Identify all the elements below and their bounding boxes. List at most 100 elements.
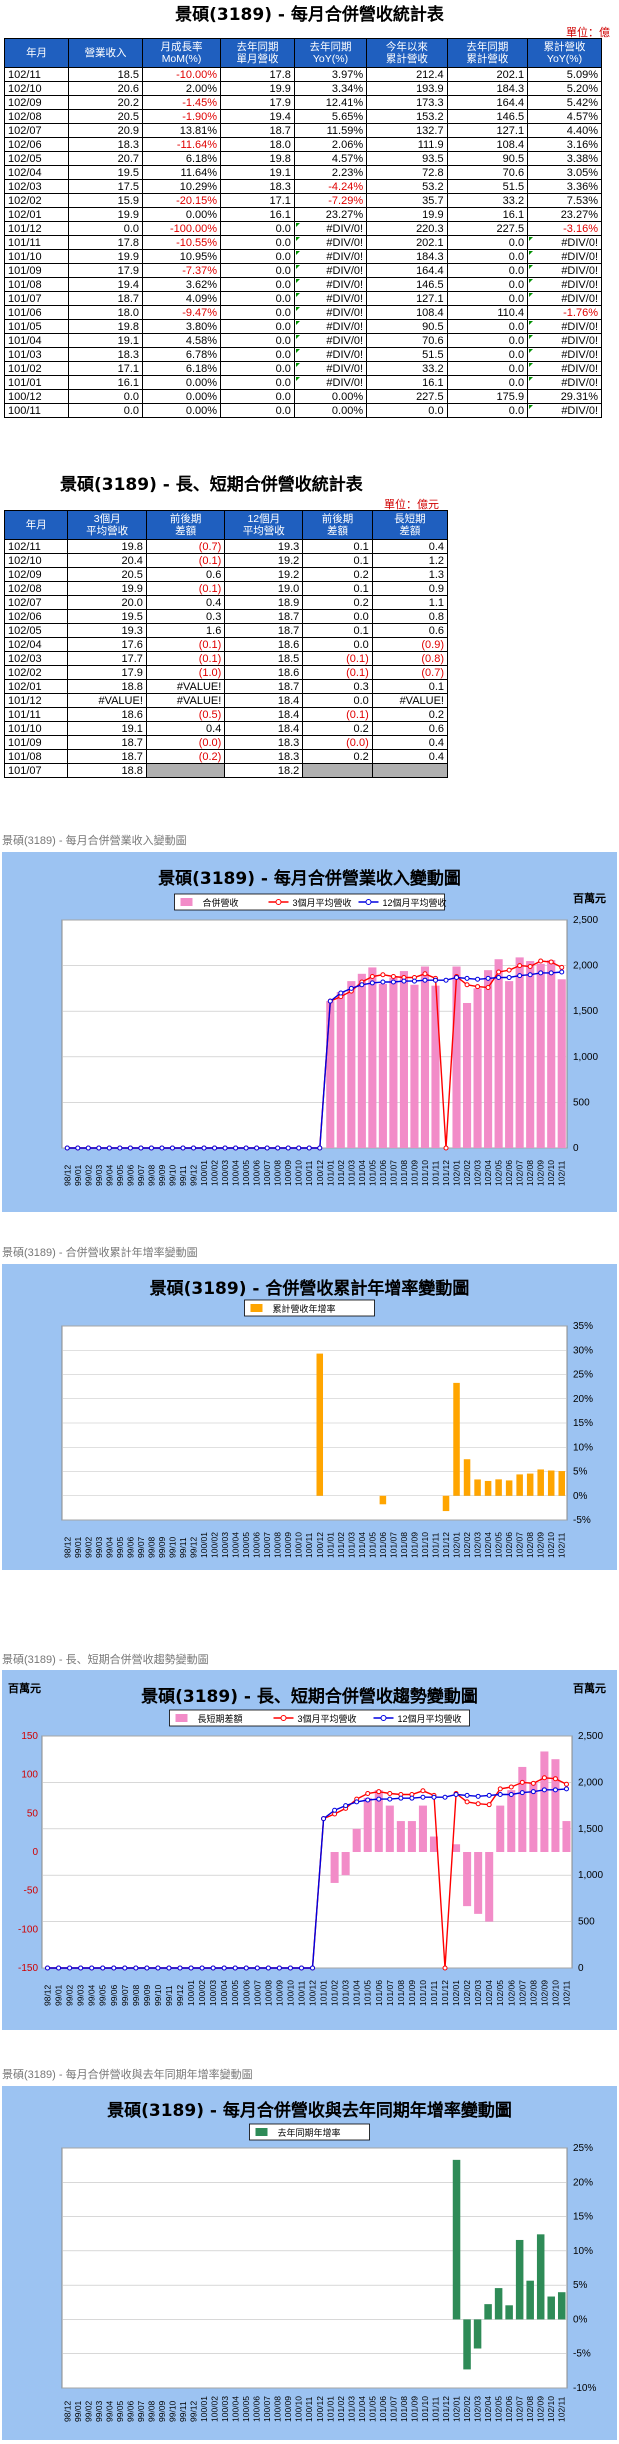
x-tick-label: 101/07	[385, 1980, 395, 2006]
column-header: 營業收入	[68, 38, 143, 68]
x-tick-label: 100/12	[315, 1532, 325, 1558]
table-cell: 0.0	[366, 403, 448, 418]
line-point	[541, 1787, 547, 1793]
yoy-bar	[463, 2319, 471, 2370]
x-tick-label: 102/08	[525, 1532, 535, 1558]
table-cell: 4.57%	[527, 109, 602, 124]
x-tick-label: 99/10	[167, 1536, 177, 1558]
table-cell: (0.1)	[302, 707, 373, 722]
table-cell: 102/01	[3, 207, 70, 222]
line-point	[442, 1965, 448, 1971]
line-point	[496, 969, 502, 975]
table-cell: 19.5	[68, 165, 143, 180]
table-cell: 18.8	[67, 679, 147, 694]
legend-swatch	[275, 899, 282, 905]
table-cell: 29.31%	[527, 389, 602, 404]
table-cell: 0.0	[68, 389, 143, 404]
table-cell: 0.0	[446, 249, 529, 264]
line-point	[454, 974, 460, 980]
table-cell: 173.3	[366, 95, 448, 110]
x-tick-label: 100/05	[230, 1980, 240, 2006]
x-tick-label: 100/05	[241, 1160, 251, 1186]
x-tick-label: 102/06	[506, 1980, 516, 2006]
table-cell: 101/11	[3, 235, 70, 250]
table-cell: 17.9	[67, 665, 147, 680]
table-cell: 4.58%	[141, 333, 222, 348]
x-tick-label: 100/05	[241, 2396, 251, 2422]
table-cell: #DIV/0!	[527, 263, 602, 278]
x-tick-label: 102/09	[536, 2396, 546, 2422]
revenue-bar	[326, 1001, 335, 1148]
table-cell: 18.6	[67, 707, 147, 722]
revenue-bar	[389, 977, 398, 1148]
y-left-tick-label: 100	[21, 1770, 38, 1781]
table-cell: (1.0)	[145, 665, 226, 680]
x-tick-label: 101/02	[330, 1980, 340, 2006]
table-cell: 5.09%	[527, 67, 602, 82]
diff-bar	[452, 1844, 461, 1852]
line-point	[506, 967, 512, 973]
table-cell: 227.5	[366, 389, 448, 404]
line-point	[285, 1145, 291, 1151]
x-tick-label: 99/01	[73, 2400, 83, 2422]
table-cell	[145, 763, 226, 778]
line-point	[464, 982, 470, 988]
yoy-bar	[536, 2234, 545, 2320]
table-row: 102/01 18.8 #VALUE! 18.7 0.3 0.1	[3, 679, 449, 694]
table-cell: 0.4	[145, 721, 226, 736]
table-cell: 102/06	[3, 137, 70, 152]
diff-bar	[529, 1782, 538, 1852]
column-header: 去年同期 單月營收	[220, 38, 295, 68]
table-cell: 2.00%	[141, 81, 222, 96]
table-cell: 102/04	[3, 637, 69, 652]
x-tick-label: 101/11	[429, 1980, 439, 2006]
y-tick-label: 500	[573, 1097, 590, 1108]
table-cell: -4.24%	[293, 179, 368, 194]
x-tick-label: 102/11	[561, 1980, 571, 2006]
y-left-tick-label: 150	[21, 1731, 38, 1742]
diff-bar	[507, 1790, 516, 1852]
table-cell: 4.09%	[141, 291, 222, 306]
x-tick-label: 101/12	[441, 2396, 451, 2422]
x-tick-label: 101/11	[430, 1160, 440, 1186]
line-point	[296, 1145, 302, 1151]
line-point	[332, 1807, 338, 1813]
legend-swatch	[255, 2128, 268, 2136]
yoy-bar	[537, 1469, 544, 1496]
table-cell: 12.41%	[293, 95, 368, 110]
x-tick-label: 100/09	[283, 2396, 293, 2422]
revenue-bar	[484, 970, 493, 1148]
chart1-caption: 景碩(3189) - 每月合併營業收入變動圖	[2, 835, 187, 847]
legend-label: 3個月平均營收	[293, 897, 352, 908]
table-cell: 10.95%	[141, 249, 222, 264]
table-cell: 17.8	[68, 235, 143, 250]
table1-title: 景碩(3189) - 每月合併營收統計表	[175, 5, 444, 25]
line-point	[106, 1145, 112, 1151]
table-cell: #DIV/0!	[527, 277, 602, 292]
x-tick-label: 102/08	[528, 1980, 538, 2006]
line-point	[233, 1145, 239, 1151]
table-cell: 4.57%	[293, 151, 368, 166]
x-tick-label: 101/11	[430, 1532, 440, 1558]
column-header: 3個月 平均營收	[67, 510, 147, 540]
x-tick-label: 100/03	[208, 1980, 218, 2006]
y-tick-label: 2,500	[573, 915, 598, 926]
table-cell: #DIV/0!	[527, 319, 602, 334]
x-tick-label: 102/11	[557, 1160, 567, 1186]
table-cell: 16.1	[446, 207, 529, 222]
table-cell: 20.5	[68, 109, 143, 124]
table-row: 102/02 17.9 (1.0) 18.6 (0.1) (0.7)	[3, 665, 449, 680]
x-tick-label: 102/07	[515, 2396, 525, 2422]
x-tick-label: 101/03	[346, 1532, 356, 1558]
x-tick-label: 100/09	[274, 1980, 284, 2006]
legend	[249, 2123, 370, 2141]
line-point	[243, 1145, 249, 1151]
x-tick-label: 99/07	[136, 1164, 146, 1186]
table-cell: 0.0	[446, 319, 529, 334]
x-tick-label: 99/03	[94, 1164, 104, 1186]
x-tick-label: 100/09	[283, 1532, 293, 1558]
y-tick-label: 1,500	[573, 1006, 598, 1017]
table-cell: 132.7	[366, 123, 448, 138]
y-tick-label: 10%	[573, 1442, 593, 1453]
x-tick-label: 102/02	[462, 2396, 472, 2422]
